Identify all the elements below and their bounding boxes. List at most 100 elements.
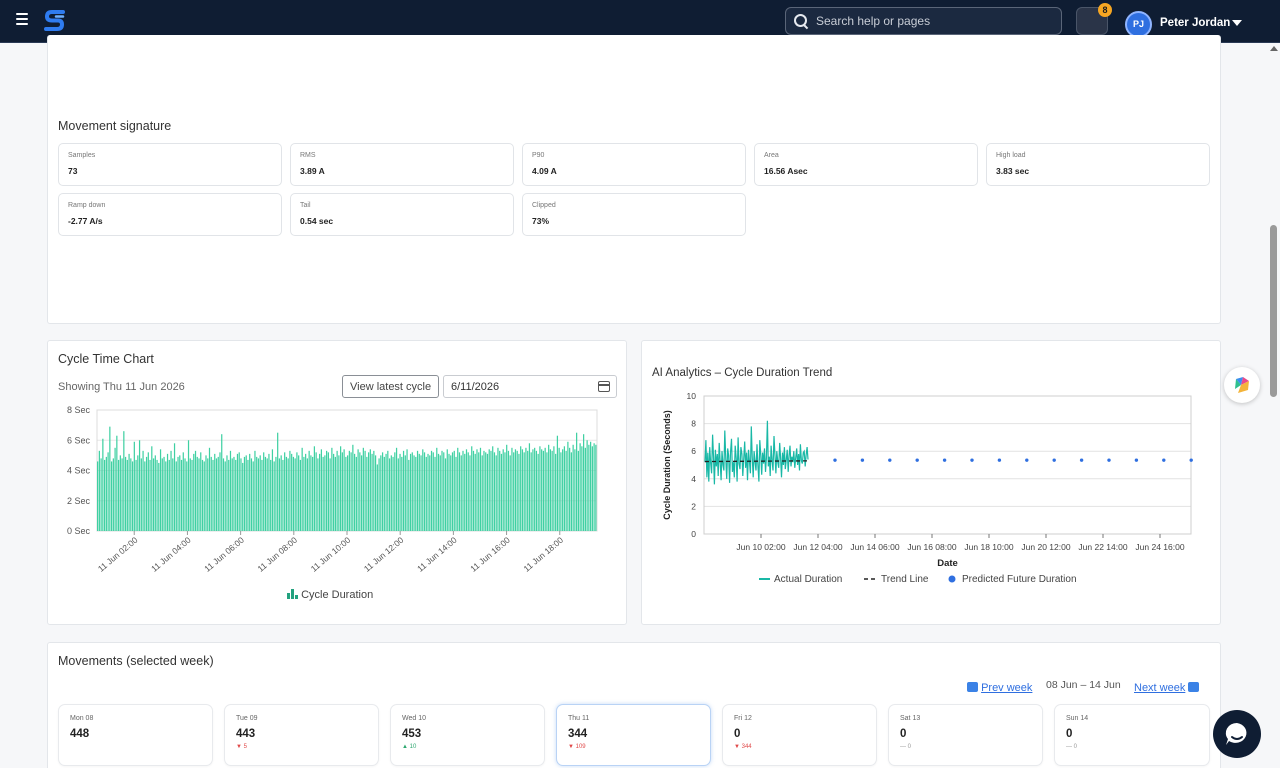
trend-chart-legend[interactable]: Actual Duration Trend Line Predicted Futur… (759, 574, 1077, 585)
bar[interactable] (551, 450, 553, 531)
bar[interactable] (590, 441, 592, 531)
bar[interactable] (385, 453, 387, 531)
bar[interactable] (584, 447, 586, 531)
day-card-mon[interactable]: Mon 08 448 (58, 704, 213, 766)
bar[interactable] (516, 450, 518, 531)
bar[interactable] (569, 447, 571, 531)
bar[interactable] (364, 450, 366, 531)
bar[interactable] (548, 444, 550, 531)
bar[interactable] (352, 444, 354, 531)
day-card-wed[interactable]: Wed 10 453 ▲ 10 (390, 704, 545, 766)
bar[interactable] (117, 459, 120, 531)
bar[interactable] (103, 459, 106, 531)
bar[interactable] (455, 456, 457, 531)
bar[interactable] (261, 459, 263, 531)
bar[interactable] (476, 449, 478, 531)
bar[interactable] (289, 450, 291, 531)
bar[interactable] (555, 453, 557, 531)
bar[interactable] (451, 452, 454, 531)
bar[interactable] (263, 452, 265, 531)
bar[interactable] (238, 452, 240, 531)
bar[interactable] (159, 449, 162, 531)
bar[interactable] (474, 453, 476, 531)
bar[interactable] (420, 455, 422, 531)
bar[interactable] (257, 458, 260, 531)
bar[interactable] (210, 456, 212, 531)
bar[interactable] (535, 450, 538, 531)
bar[interactable] (427, 453, 429, 531)
bar[interactable] (305, 453, 307, 531)
bar[interactable] (184, 458, 186, 531)
bar[interactable] (180, 459, 183, 531)
bar[interactable] (145, 456, 148, 531)
bar[interactable] (563, 446, 566, 531)
bar[interactable] (376, 464, 378, 531)
bar[interactable] (383, 456, 385, 531)
bar[interactable] (437, 453, 440, 531)
bar[interactable] (493, 452, 496, 531)
bar[interactable] (404, 455, 406, 531)
bar[interactable] (527, 450, 529, 531)
bar[interactable] (277, 432, 279, 531)
bar[interactable] (581, 446, 583, 531)
bar[interactable] (458, 452, 461, 531)
bar[interactable] (525, 447, 527, 531)
bar[interactable] (429, 455, 431, 531)
predicted-point[interactable] (942, 458, 947, 462)
bar[interactable] (110, 461, 113, 531)
bar[interactable] (397, 458, 399, 531)
bar[interactable] (198, 458, 200, 531)
bar[interactable] (499, 450, 501, 531)
bar[interactable] (576, 432, 578, 531)
predicted-point[interactable] (1079, 458, 1084, 462)
bar[interactable] (348, 450, 350, 531)
user-name[interactable]: Peter Jordan (1160, 17, 1231, 29)
bar[interactable] (98, 450, 100, 531)
bar[interactable] (306, 458, 309, 531)
bar[interactable] (495, 455, 497, 531)
bar[interactable] (486, 453, 489, 531)
bar[interactable] (275, 456, 277, 531)
bar[interactable] (327, 452, 329, 531)
bar[interactable] (544, 447, 546, 531)
bar[interactable] (546, 452, 548, 531)
bar[interactable] (102, 438, 104, 531)
bar[interactable] (292, 456, 295, 531)
chevron-down-icon[interactable] (1232, 20, 1242, 26)
bar[interactable] (357, 449, 359, 531)
bar[interactable] (509, 455, 511, 531)
bar[interactable] (298, 455, 300, 531)
search-input[interactable] (816, 14, 1046, 28)
bar[interactable] (326, 450, 328, 531)
bar[interactable] (464, 453, 466, 531)
bar[interactable] (483, 450, 485, 531)
bar[interactable] (154, 455, 156, 531)
bar[interactable] (268, 453, 270, 531)
bar[interactable] (373, 450, 375, 531)
bar[interactable] (502, 449, 504, 531)
bar[interactable] (191, 459, 193, 531)
bar[interactable] (401, 456, 403, 531)
bar[interactable] (291, 453, 293, 531)
bar[interactable] (579, 443, 581, 531)
bar[interactable] (112, 458, 114, 531)
bar[interactable] (182, 452, 184, 531)
bar[interactable] (124, 456, 127, 531)
avatar[interactable]: PJ (1125, 11, 1152, 38)
bar[interactable] (567, 441, 569, 531)
bar[interactable] (504, 452, 506, 531)
bar[interactable] (521, 449, 524, 531)
bar[interactable] (285, 456, 288, 531)
bar[interactable] (194, 450, 197, 531)
page-scrollbar[interactable] (1268, 43, 1280, 768)
bar[interactable] (565, 450, 567, 531)
bar[interactable] (353, 453, 356, 531)
bar[interactable] (296, 452, 298, 531)
predicted-point[interactable] (1052, 458, 1056, 462)
bar[interactable] (523, 452, 525, 531)
bar[interactable] (329, 458, 331, 531)
bar[interactable] (497, 447, 499, 531)
bar[interactable] (219, 452, 221, 531)
bar[interactable] (233, 456, 235, 531)
bar[interactable] (488, 449, 490, 531)
